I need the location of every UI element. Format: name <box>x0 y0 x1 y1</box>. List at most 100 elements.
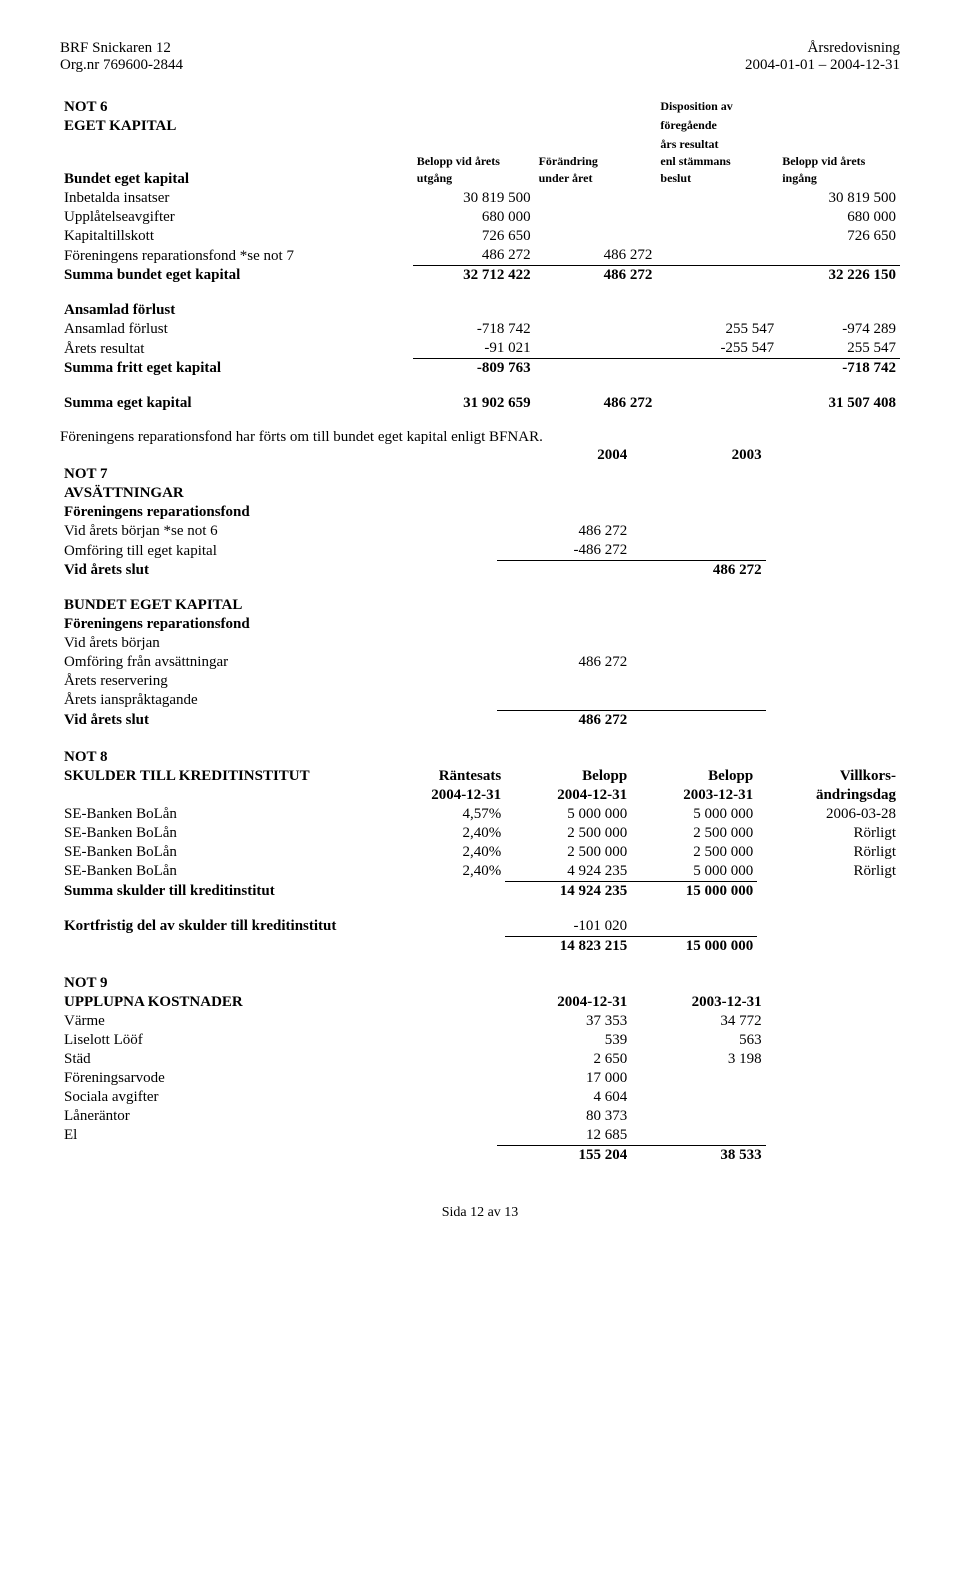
row-label: Upplåtelseavgifter <box>60 208 413 227</box>
row-value: 4 604 <box>497 1088 631 1107</box>
table-row: Vid årets början *se not 6486 272 <box>60 522 900 541</box>
not6-total-c5: 31 507 408 <box>778 394 900 413</box>
col5-head-a: Belopp vid årets <box>778 153 900 170</box>
row-label: El <box>60 1126 497 1146</box>
row-value: -974 289 <box>778 320 900 339</box>
not8-sum-label: Summa skulder till kreditinstitut <box>60 881 396 901</box>
table-row: SE-Banken BoLån2,40%2 500 0002 500 000Rö… <box>60 843 900 862</box>
not6-note: Föreningens reparationsfond har förts om… <box>60 429 900 446</box>
not6-sum2-c4 <box>656 359 778 379</box>
row-value <box>535 339 657 359</box>
row-value: 680 000 <box>413 208 535 227</box>
col4-head-d: enl stämmans <box>656 153 778 170</box>
not7-bek-title: BUNDET EGET KAPITAL <box>60 596 497 615</box>
row-value <box>631 634 765 653</box>
row-label: Liselott Lööf <box>60 1031 497 1050</box>
row-value: -718 742 <box>413 320 535 339</box>
row-label: Städ <box>60 1050 497 1069</box>
row-value: 486 272 <box>497 522 631 541</box>
row-value <box>656 189 778 208</box>
not9-table: NOT 9 UPPLUPNA KOSTNADER 2004-12-31 2003… <box>60 974 900 1165</box>
not6-sum1-label: Summa bundet eget kapital <box>60 266 413 286</box>
not8-net-c4: 15 000 000 <box>631 936 757 956</box>
col2-head-b: utgång <box>413 170 535 189</box>
row-value <box>631 522 765 541</box>
not8-sum-c3: 14 924 235 <box>505 881 631 901</box>
row-value: 2,40% <box>396 843 505 862</box>
row-value <box>631 1088 765 1107</box>
row-value <box>497 672 631 691</box>
not9-title: NOT 9 <box>60 974 497 993</box>
org-number: Org.nr 769600-2844 <box>60 57 183 74</box>
page-footer: Sida 12 av 13 <box>60 1205 900 1221</box>
row-value: 30 819 500 <box>413 189 535 208</box>
doc-title: Årsredovisning <box>745 40 900 57</box>
row-value: 2 500 000 <box>631 843 757 862</box>
not6-sum2: Summa fritt eget kapital -809 763 -718 7… <box>60 359 900 379</box>
not6-sum2-c3 <box>535 359 657 379</box>
row-value: 2 650 <box>497 1050 631 1069</box>
not7-sum1: Vid årets slut 486 272 <box>60 561 900 581</box>
row-value: 5 000 000 <box>631 862 757 882</box>
col4-head-c: års resultat <box>656 136 778 153</box>
table-row: Inbetalda insatser30 819 50030 819 500 <box>60 189 900 208</box>
row-value: 2 500 000 <box>505 824 631 843</box>
row-value: 34 772 <box>631 1012 765 1031</box>
not6-total-c2: 31 902 659 <box>413 394 535 413</box>
not6-section1: Bundet eget kapital <box>60 170 413 189</box>
row-value: 4 924 235 <box>505 862 631 882</box>
row-label: Ansamlad förlust <box>60 320 413 339</box>
not8-short-c3: -101 020 <box>505 917 631 937</box>
row-value: 4,57% <box>396 805 505 824</box>
row-value: Rörligt <box>757 824 900 843</box>
row-value: 539 <box>497 1031 631 1050</box>
not8-h-c2: Räntesats <box>396 767 505 786</box>
not6-title: NOT 6 <box>60 98 413 117</box>
table-row: Vid årets början <box>60 634 900 653</box>
row-value: 486 272 <box>413 246 535 266</box>
row-value: 5 000 000 <box>631 805 757 824</box>
row-label: Årets resultat <box>60 339 413 359</box>
table-row: Ansamlad förlust-718 742 255 547-974 289 <box>60 320 900 339</box>
not7-subtitle: AVSÄTTNINGAR <box>60 484 497 503</box>
row-value: 486 272 <box>497 653 631 672</box>
row-value <box>656 208 778 227</box>
row-value <box>631 541 765 561</box>
row-value: 726 650 <box>778 227 900 246</box>
not6-total-c4 <box>656 394 778 413</box>
not8-short-label: Kortfristig del av skulder till kreditin… <box>60 917 396 937</box>
not7-sum1-c2 <box>497 561 631 581</box>
row-label: Omföring till eget kapital <box>60 541 497 561</box>
row-value: 3 198 <box>631 1050 765 1069</box>
row-value <box>631 672 765 691</box>
row-label: Inbetalda insatser <box>60 189 413 208</box>
not7-sum2-label: Vid årets slut <box>60 710 497 730</box>
not7-sum2-c3 <box>631 710 765 730</box>
not7-table: 2004 2003 NOT 7 AVSÄTTNINGAR Föreningens… <box>60 446 900 730</box>
table-row: Kapitaltillskott726 650726 650 <box>60 227 900 246</box>
not6-sum2-c5: -718 742 <box>778 359 900 379</box>
not6-sum1-c4 <box>656 266 778 286</box>
row-value <box>631 1107 765 1126</box>
not9-sum: 155 204 38 533 <box>60 1145 900 1165</box>
table-row: SE-Banken BoLån4,57%5 000 0005 000 00020… <box>60 805 900 824</box>
table-row: Upplåtelseavgifter680 000680 000 <box>60 208 900 227</box>
not7-sum2: Vid årets slut 486 272 <box>60 710 900 730</box>
row-value: 255 547 <box>656 320 778 339</box>
row-value <box>535 227 657 246</box>
col4-head-b: föregående <box>656 117 778 136</box>
col4-head-e: beslut <box>656 170 778 189</box>
not7-year-2003: 2003 <box>631 446 765 465</box>
not8-sum: Summa skulder till kreditinstitut 14 924… <box>60 881 900 901</box>
not6-sum1: Summa bundet eget kapital 32 712 422 486… <box>60 266 900 286</box>
col3-head-b: under året <box>535 170 657 189</box>
row-value: 255 547 <box>778 339 900 359</box>
row-value: -91 021 <box>413 339 535 359</box>
not9-h2: 2003-12-31 <box>631 993 765 1012</box>
row-value <box>778 246 900 266</box>
not6-sum1-c3: 486 272 <box>535 266 657 286</box>
row-label: Omföring från avsättningar <box>60 653 497 672</box>
row-label: Årets reservering <box>60 672 497 691</box>
row-value <box>631 1126 765 1146</box>
row-value: 2006-03-28 <box>757 805 900 824</box>
